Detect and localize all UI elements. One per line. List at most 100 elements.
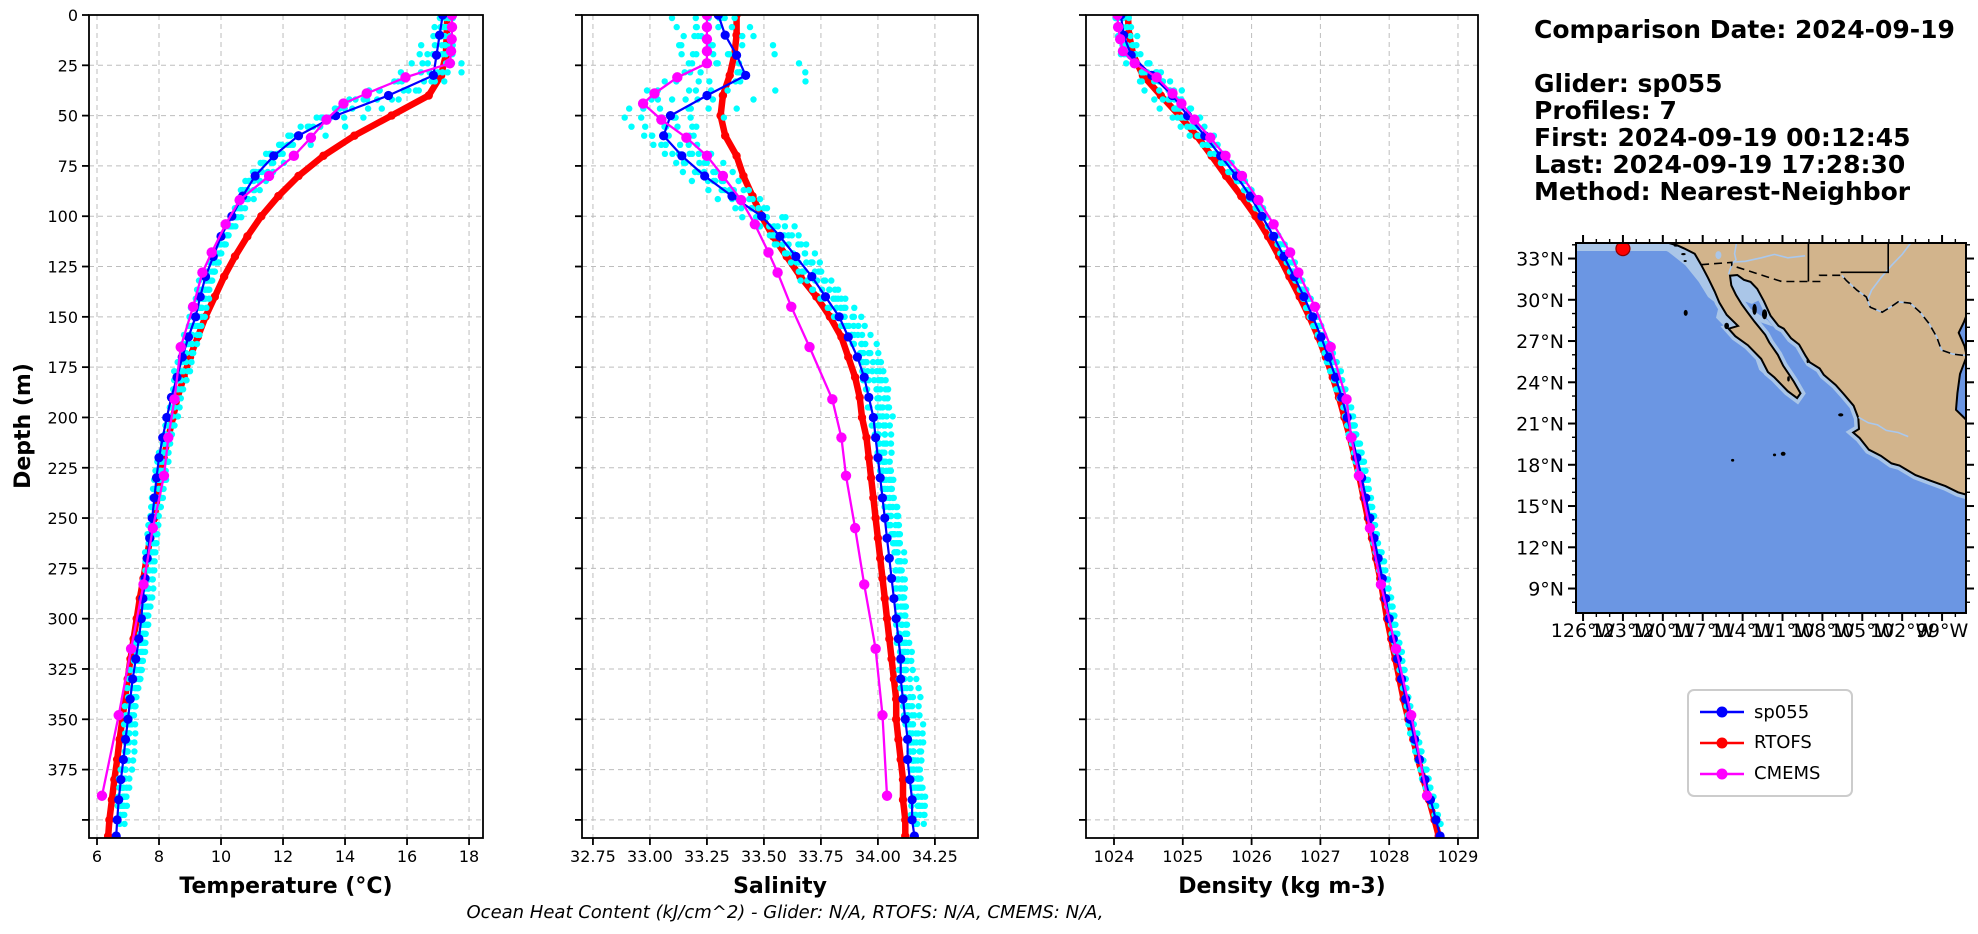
axis-ticks: 6 8 10 12 14 16 18 0 25 50 75 100 125 150 175 200 225 250…: [47, 6, 479, 866]
series-cmems: [637, 15, 893, 801]
info-spacer: [1534, 43, 1955, 70]
svg-text:150: 150: [47, 308, 78, 327]
series-cmems: [1112, 15, 1433, 801]
density-axis-title: Density (kg m-3): [1178, 874, 1386, 899]
svg-text:8: 8: [154, 847, 164, 866]
legend-swatch: [1700, 706, 1744, 718]
info-first: First: 2024-09-19 00:12:45: [1534, 123, 1911, 152]
river: [1727, 243, 1738, 275]
map-lat-label: 27°N: [1516, 331, 1564, 353]
svg-text:0: 0: [68, 6, 78, 25]
island: [1724, 322, 1730, 330]
map-lon-label: 123°W: [1591, 620, 1656, 642]
svg-text:33.75: 33.75: [798, 847, 844, 866]
map-lat-label: 33°N: [1516, 249, 1564, 271]
svg-text:1026: 1026: [1231, 847, 1272, 866]
salton-sea: [1715, 251, 1722, 260]
map-frame: [1575, 242, 1967, 614]
series-cmems: [96, 15, 458, 801]
svg-text:34.25: 34.25: [912, 847, 958, 866]
glider-location-marker: [1615, 243, 1631, 257]
map-lat-label: 12°N: [1516, 537, 1564, 559]
svg-text:350: 350: [47, 710, 78, 729]
legend-swatch: [1700, 737, 1744, 749]
temperature-plot: 6 8 10 12 14 16 18 0 25 50 75 100 125 150 175 200 225 250…: [11, 6, 484, 899]
grid: [582, 14, 978, 838]
svg-text:33.50: 33.50: [741, 847, 787, 866]
svg-text:14: 14: [335, 847, 355, 866]
series-sp055: [659, 15, 919, 838]
svg-text:33.25: 33.25: [684, 847, 730, 866]
svg-text:1025: 1025: [1162, 847, 1203, 866]
map-lon-label: 114°W: [1710, 620, 1775, 642]
svg-text:1028: 1028: [1369, 847, 1410, 866]
island: [1838, 413, 1844, 417]
density-plot: 1024 1025 1026 1027 1028 1029 Density (kg m-3): [1079, 14, 1479, 899]
map-lat-label: 9°N: [1528, 579, 1564, 601]
map-lat-label: 21°N: [1516, 414, 1564, 436]
svg-text:1024: 1024: [1094, 847, 1135, 866]
svg-text:300: 300: [47, 610, 78, 629]
map-lat-label: 30°N: [1516, 290, 1564, 312]
island: [1806, 358, 1809, 364]
svg-text:275: 275: [47, 559, 78, 578]
svg-text:33.00: 33.00: [627, 847, 673, 866]
svg-text:1027: 1027: [1300, 847, 1341, 866]
legend-item-sp055: sp055: [1699, 702, 1847, 723]
salinity-axis-title: Salinity: [733, 874, 827, 899]
svg-text:25: 25: [58, 56, 78, 75]
info-panel: Comparison Date: 2024-09-19 Glider: sp05…: [1534, 16, 1955, 205]
island: [1780, 451, 1786, 456]
svg-text:225: 225: [47, 459, 78, 478]
svg-text:16: 16: [397, 847, 417, 866]
svg-text:50: 50: [58, 107, 78, 126]
river: [1858, 416, 1909, 438]
series-sp055: [111, 15, 448, 838]
map-lat-label: 15°N: [1516, 496, 1564, 518]
island: [1681, 253, 1686, 256]
map-lon-label: 102°W: [1870, 620, 1935, 642]
legend-item-CMEMS: CMEMS: [1699, 763, 1847, 784]
location-map: 33°N 30°N 27°N 24°N 21°N 18°N 15°N 12°N 9°N 126°W…: [1516, 235, 1974, 642]
svg-text:32.75: 32.75: [570, 847, 616, 866]
axis-ticks: 1024 1025 1026 1027 1028 1029: [1079, 14, 1479, 866]
map-lon-label: 126°W: [1551, 620, 1616, 642]
map-ticks: [1568, 235, 1974, 621]
svg-text:18: 18: [459, 847, 479, 866]
island: [1752, 303, 1757, 315]
island: [1787, 376, 1790, 382]
svg-text:175: 175: [47, 358, 78, 377]
svg-text:250: 250: [47, 509, 78, 528]
map-lon-label: 117°W: [1670, 620, 1735, 642]
salinity-plot: 32.75 33.00 33.25 33.50 33.75 34.00 34.25 Salin…: [570, 14, 979, 899]
us-mexico-border: [1701, 261, 1965, 357]
island: [1683, 309, 1688, 316]
legend-item-RTOFS: RTOFS: [1699, 732, 1847, 753]
info-last: Last: 2024-09-19 17:28:30: [1534, 150, 1906, 179]
svg-text:1029: 1029: [1438, 847, 1479, 866]
island: [1772, 453, 1777, 457]
svg-text:34.00: 34.00: [855, 847, 901, 866]
grid: [1086, 14, 1478, 838]
river: [1734, 253, 1806, 263]
map-lon-label: 108°W: [1790, 620, 1855, 642]
info-glider: Glider: sp055: [1534, 69, 1723, 98]
svg-text:375: 375: [47, 761, 78, 780]
map-lon-label: 99°W: [1916, 620, 1969, 642]
legend-label: sp055: [1754, 701, 1810, 723]
info-method: Method: Nearest-Neighbor: [1534, 177, 1911, 206]
map-lon-label: 111°W: [1750, 620, 1815, 642]
island: [1731, 458, 1735, 462]
legend-label: CMEMS: [1754, 763, 1821, 785]
svg-text:6: 6: [92, 847, 102, 866]
map-lat-label: 24°N: [1516, 372, 1564, 394]
svg-text:12: 12: [273, 847, 293, 866]
info-profiles: Profiles: 7: [1534, 96, 1677, 125]
svg-text:200: 200: [47, 408, 78, 427]
legend-label: RTOFS: [1754, 732, 1812, 754]
legend-swatch: [1700, 768, 1744, 780]
svg-text:325: 325: [47, 660, 78, 679]
gulf-of-mexico: [1954, 314, 1966, 421]
axis-ticks: 32.75 33.00 33.25 33.50 33.75 34.00 34.25: [570, 14, 958, 866]
